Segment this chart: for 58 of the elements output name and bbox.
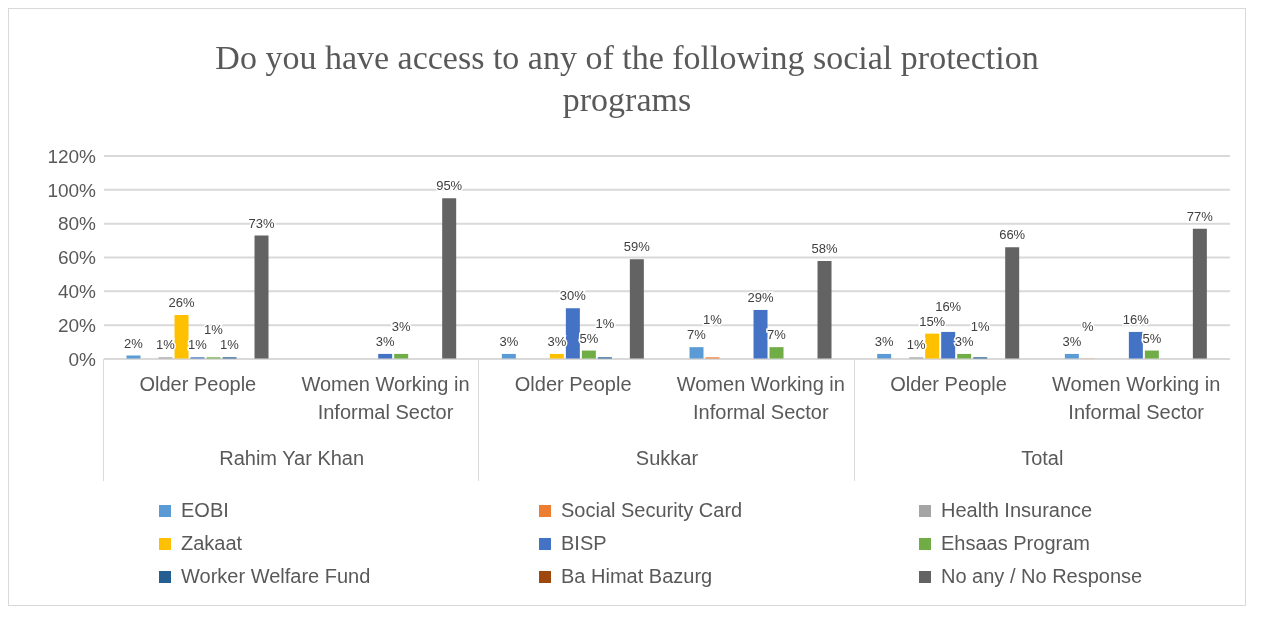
x-tick-label: Older People	[514, 373, 632, 395]
data-label: 16%	[1122, 311, 1150, 327]
legend-label: Social Security Card	[561, 499, 743, 522]
data-label: 7%	[687, 327, 707, 343]
data-label: 66%	[999, 227, 1026, 243]
data-label: 7%	[767, 327, 787, 343]
y-tick-label: 80%	[57, 213, 97, 235]
y-tick-label: 0%	[68, 348, 97, 370]
data-label: 95%	[436, 178, 463, 194]
text: Rahim Yar Khan	[218, 447, 366, 470]
data-label: 1%	[906, 337, 927, 353]
data-label: 73%	[248, 215, 275, 231]
data-label: 3%	[1062, 333, 1082, 349]
text: Sukkar	[634, 447, 700, 470]
data-label: 26%	[168, 295, 195, 311]
y-tick-label: 100%	[47, 179, 97, 201]
data-label: 59%	[623, 239, 651, 255]
data-label: 5%	[1142, 330, 1162, 346]
data-label: 1%	[204, 322, 224, 338]
data-label: %	[1082, 318, 1095, 334]
data-label: 58%	[811, 240, 838, 256]
data-label: 1%	[703, 312, 723, 328]
data-label: 1%	[970, 318, 991, 334]
data-label: 16%	[935, 298, 962, 314]
x-tick-label: Women Working in Informal Sector	[301, 373, 470, 423]
legend-label: BISP	[561, 532, 607, 555]
data-label: 5%	[579, 330, 599, 346]
data-label: 29%	[747, 289, 774, 305]
data-label: 2%	[124, 335, 144, 351]
chart-title: Do you have access to any of the following social protection programs	[214, 38, 1040, 120]
legend-label: Health Insurance	[941, 499, 1093, 522]
data-label: 1%	[595, 315, 615, 331]
y-tick-label: 60%	[57, 247, 97, 269]
data-label: 30%	[559, 288, 587, 304]
x-tick-label: Women Working in Informal Sector	[1052, 373, 1221, 423]
data-label: 3%	[391, 318, 412, 334]
y-tick-label: 40%	[57, 281, 97, 303]
legend-label: Ehsaas Program	[941, 532, 1090, 555]
data-label: 1%	[188, 337, 208, 353]
x-tick-label: Older People	[890, 373, 1007, 395]
x-tick-label: Women Working in Informal Sector	[676, 373, 845, 423]
y-tick-label: 20%	[57, 314, 97, 336]
data-label: 1%	[220, 337, 240, 353]
data-label: 3%	[874, 333, 895, 349]
data-label: 77%	[1186, 208, 1214, 224]
data-label: 3%	[499, 333, 519, 349]
y-tick-label: 120%	[47, 145, 97, 167]
legend-label: Worker Welfare Fund	[181, 565, 371, 588]
legend-label: Ba Himat Bazurg	[561, 565, 713, 588]
x-tick-label: Older People	[139, 373, 257, 395]
data-label: 15%	[919, 313, 946, 329]
legend-label: No any / No Response	[941, 565, 1143, 588]
data-label: 3%	[375, 333, 396, 349]
legend-label: EOBI	[181, 499, 229, 522]
data-label: 3%	[954, 333, 975, 349]
text: Total	[1020, 447, 1065, 470]
data-label: 3%	[547, 333, 567, 349]
legend-label: Zakaat	[181, 532, 243, 555]
